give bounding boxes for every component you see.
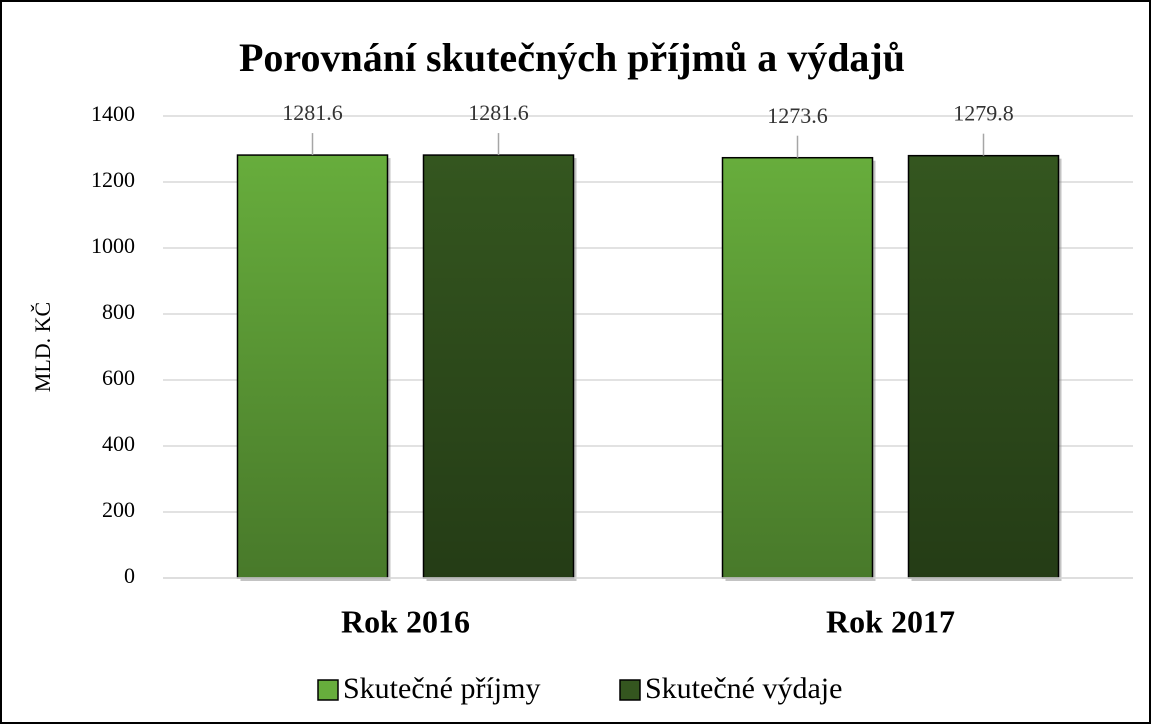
y-tick-label: 600 xyxy=(102,365,135,390)
bar-shading xyxy=(423,155,574,578)
y-tick-label: 1400 xyxy=(91,101,135,126)
y-tick-label: 1000 xyxy=(91,233,135,258)
chart-title: Porovnání skutečných příjmů a výdajů xyxy=(239,35,905,80)
legend-label: Skutečné příjmy xyxy=(343,672,540,705)
value-label: 1273.6 xyxy=(767,103,828,128)
legend-swatch xyxy=(317,679,339,701)
y-axis-label: MLD. KČ xyxy=(30,302,55,392)
x-tick-label: Rok 2016 xyxy=(341,603,470,639)
y-tick-label: 1200 xyxy=(91,167,135,192)
value-label: 1281.6 xyxy=(468,100,529,125)
y-tick-label: 400 xyxy=(102,431,135,456)
y-tick-label: 200 xyxy=(102,497,135,522)
bar-shading xyxy=(237,155,388,578)
bar-shading xyxy=(908,155,1059,578)
legend-swatch xyxy=(619,679,641,701)
x-tick-label: Rok 2017 xyxy=(826,603,955,639)
value-label: 1279.8 xyxy=(953,101,1014,126)
legend-label: Skutečné výdaje xyxy=(645,672,842,705)
y-tick-label: 0 xyxy=(124,563,135,588)
value-label: 1281.6 xyxy=(282,100,343,125)
bar-shading xyxy=(722,157,873,578)
y-tick-label: 800 xyxy=(102,299,135,324)
